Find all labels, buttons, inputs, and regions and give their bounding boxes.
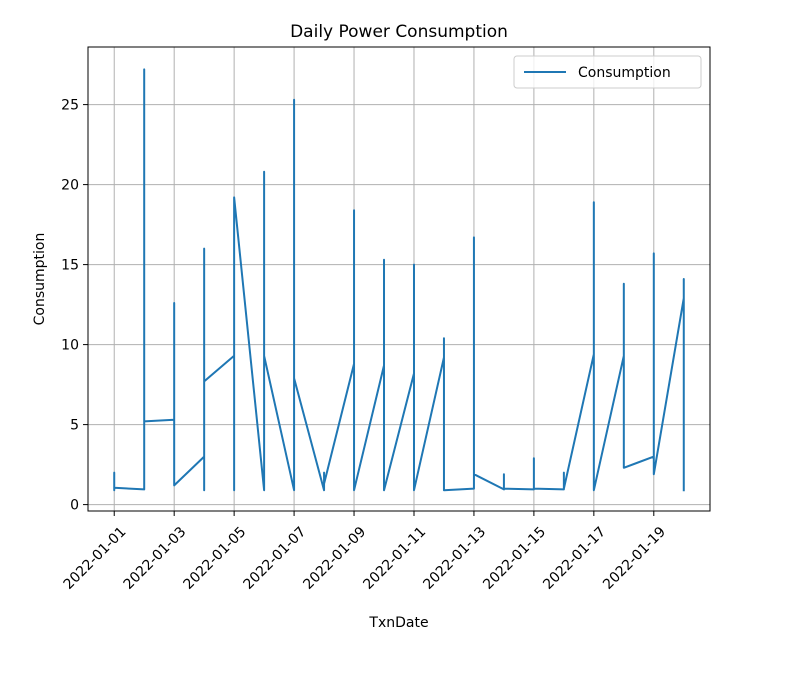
legend: Consumption xyxy=(513,55,702,89)
y-tick-label: 25 xyxy=(61,98,79,114)
line-series xyxy=(113,68,685,492)
y-tick-label: 20 xyxy=(61,178,79,194)
y-axis-title: Consumption xyxy=(32,233,48,326)
chart-title: Daily Power Consumption xyxy=(290,22,508,42)
series-line-consumption xyxy=(113,68,685,492)
axes-frame xyxy=(87,46,711,512)
y-axis-ticks: 0 5 10 15 20 25 xyxy=(61,98,88,514)
x-axis-title: TxnDate xyxy=(368,615,428,631)
y-tick-label: 5 xyxy=(70,418,79,434)
y-tick-label: 10 xyxy=(61,338,79,354)
y-tick-label: 15 xyxy=(61,258,79,274)
legend-label: Consumption xyxy=(578,65,671,81)
y-tick-label: 0 xyxy=(70,498,79,514)
legend-box xyxy=(513,55,702,89)
